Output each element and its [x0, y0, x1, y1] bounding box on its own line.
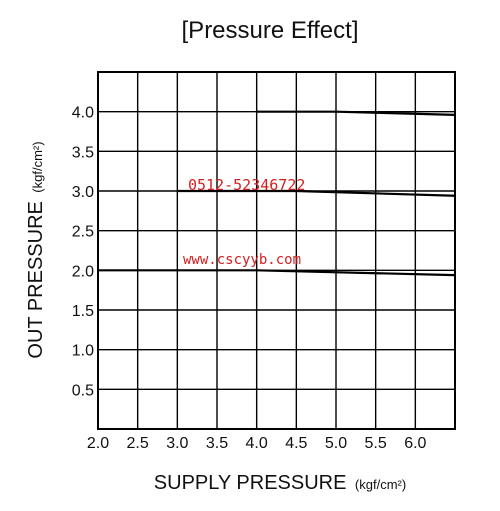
watermark-url: www.cscyyb.com: [183, 252, 301, 268]
grid-lines: [97, 72, 455, 429]
y-axis-label-text: OUT PRESSURE: [25, 201, 47, 358]
x-tick-label-6: 5.0: [325, 435, 347, 452]
plot-frame: [97, 71, 456, 430]
y-axis-unit: (kgf/cm²): [30, 141, 45, 192]
x-tick-label-7: 5.5: [365, 435, 387, 452]
x-tick-label-3: 3.5: [206, 435, 228, 452]
y-tick-label-6: 3.5: [72, 144, 94, 161]
y-tick-label-5: 3.0: [72, 184, 94, 201]
x-tick-label-0: 2.0: [87, 435, 109, 452]
x-tick-label-4: 4.0: [246, 435, 268, 452]
y-tick-label-0: 0.5: [72, 382, 94, 399]
y-tick-labels: 0.5 1.0 1.5 2.0 2.5 3.0 3.5 4.0: [72, 105, 94, 400]
x-tick-label-1: 2.5: [127, 435, 149, 452]
x-tick-label-5: 4.5: [285, 435, 307, 452]
series-line-2: [256, 110, 456, 116]
y-tick-label-1: 1.0: [72, 343, 94, 360]
series-group: [98, 110, 456, 277]
series-line-0: [98, 269, 456, 277]
y-tick-label-2: 1.5: [72, 303, 94, 320]
y-tick-label-3: 2.0: [72, 263, 94, 280]
series-line-1: [177, 189, 456, 197]
watermark-phone: 0512-52346722: [188, 176, 305, 194]
y-tick-label-4: 2.5: [72, 224, 94, 241]
x-tick-label-2: 3.0: [166, 435, 188, 452]
y-tick-label-7: 4.0: [72, 105, 94, 122]
x-axis-unit: (kgf/cm²): [355, 477, 406, 492]
x-axis-label: SUPPLY PRESSURE (kgf/cm²): [154, 472, 406, 494]
x-axis-label-text: SUPPLY PRESSURE: [154, 472, 347, 494]
chart-title: [Pressure Effect]: [182, 17, 359, 44]
x-tick-labels: 2.0 2.5 3.0 3.5 4.0 4.5 5.0 5.5 6.0: [87, 435, 427, 452]
x-tick-label-8: 6.0: [404, 435, 426, 452]
y-axis-label: OUT PRESSURE (kgf/cm²): [25, 141, 47, 358]
